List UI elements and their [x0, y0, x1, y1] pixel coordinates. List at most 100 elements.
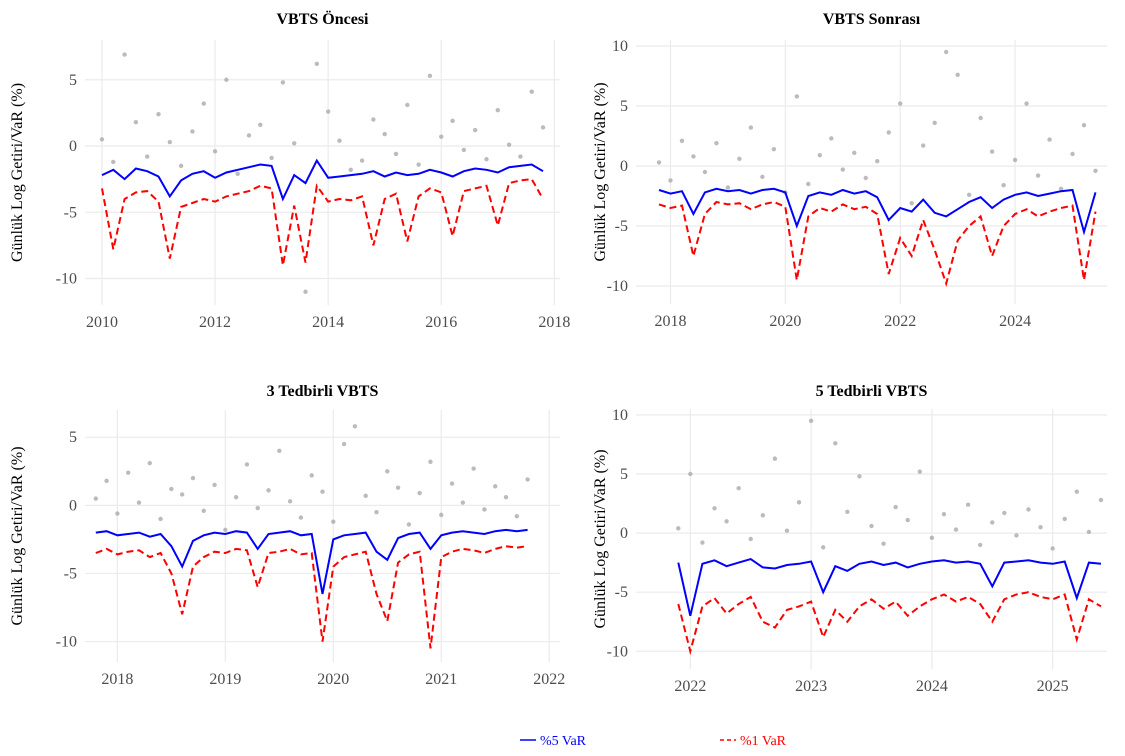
return-point [374, 509, 379, 515]
return-point [169, 486, 174, 492]
return-point [796, 500, 802, 505]
return-point [941, 511, 947, 517]
return-point [292, 141, 297, 146]
return-point [246, 133, 252, 138]
y-tick-label: 10 [612, 38, 628, 55]
return-point [405, 102, 410, 108]
return-point [314, 61, 320, 67]
return-point [760, 174, 765, 179]
y-tick-label: 0 [620, 158, 628, 175]
return-point [540, 125, 546, 130]
return-point [331, 519, 336, 524]
return-point [201, 508, 206, 513]
return-point [190, 475, 196, 481]
plot-background [636, 40, 1107, 304]
return-point [416, 162, 421, 167]
x-tick-label: 2024 [999, 313, 1031, 330]
return-point [748, 536, 753, 542]
return-point [893, 504, 898, 510]
x-tick-label: 2018 [538, 314, 570, 331]
return-point [955, 72, 960, 78]
x-tick-label: 2018 [101, 671, 133, 688]
y-tick-label: -10 [56, 634, 77, 651]
return-point [881, 541, 886, 546]
return-point [1081, 123, 1087, 128]
y-axis-label: Günlük Log Getiri/VaR (%) [592, 449, 609, 628]
var-line [101, 158, 544, 202]
y-tick-label: -10 [607, 278, 628, 295]
return-point [1062, 516, 1067, 522]
return-point [506, 142, 512, 147]
return-point [845, 509, 850, 515]
y-tick-label: 0 [620, 525, 628, 542]
return-point [255, 505, 260, 511]
return-point [104, 478, 109, 484]
return-point [125, 470, 131, 475]
var-line [101, 178, 544, 266]
return-point [656, 160, 662, 165]
return-point [495, 108, 500, 113]
y-tick-label: 0 [69, 138, 77, 155]
return-point [277, 448, 282, 454]
return-point [472, 127, 478, 133]
return-point [337, 138, 342, 143]
return-point [917, 469, 923, 474]
return-point [760, 513, 766, 518]
x-tick-label: 2020 [769, 313, 801, 330]
return-point [989, 149, 995, 154]
plot-background [85, 410, 560, 662]
return-point [978, 115, 983, 121]
return-point [212, 482, 217, 488]
return-point [829, 136, 834, 141]
return-point [393, 151, 399, 157]
plot-marks [656, 49, 1098, 288]
return-point [1035, 173, 1041, 178]
return-point [450, 118, 455, 124]
return-point [1001, 183, 1006, 188]
var-line [677, 591, 1102, 656]
return-point [122, 52, 127, 57]
return-point [525, 477, 530, 482]
return-point [493, 484, 498, 489]
panel-title: VBTS Öncesi [276, 10, 369, 28]
x-tick-label: 2012 [199, 314, 231, 331]
return-point [852, 150, 857, 155]
y-tick-label: 5 [620, 466, 628, 483]
return-point [352, 424, 358, 429]
return-point [869, 523, 874, 529]
return-point [1024, 101, 1029, 106]
x-tick-label: 2018 [654, 313, 686, 330]
return-point [772, 456, 778, 461]
return-point [133, 119, 139, 125]
return-point [953, 527, 959, 532]
return-point [439, 512, 444, 518]
return-point [691, 154, 696, 159]
return-point [93, 496, 98, 501]
return-point [179, 492, 185, 497]
y-axis-label: Günlük Log Getiri/VaR (%) [592, 82, 609, 261]
plot-marks [99, 52, 546, 294]
return-point [863, 175, 868, 181]
return-point [943, 49, 949, 55]
return-point [439, 134, 444, 139]
return-point [280, 80, 286, 85]
return-point [224, 77, 229, 82]
return-point [712, 506, 717, 511]
var-line [95, 545, 528, 649]
x-tick-label: 2020 [317, 671, 349, 688]
return-point [145, 154, 150, 159]
return-point [833, 441, 838, 446]
return-point [806, 181, 811, 187]
return-point [1086, 529, 1092, 535]
var-line [677, 558, 1102, 617]
return-point [725, 185, 731, 190]
y-tick-label: 5 [69, 72, 77, 89]
return-point [688, 471, 693, 477]
y-tick-label: 5 [620, 98, 628, 115]
return-point [1098, 497, 1104, 503]
return-point [156, 112, 161, 117]
x-tick-label: 2024 [916, 678, 948, 695]
return-point [990, 520, 995, 525]
return-point [1047, 137, 1052, 142]
